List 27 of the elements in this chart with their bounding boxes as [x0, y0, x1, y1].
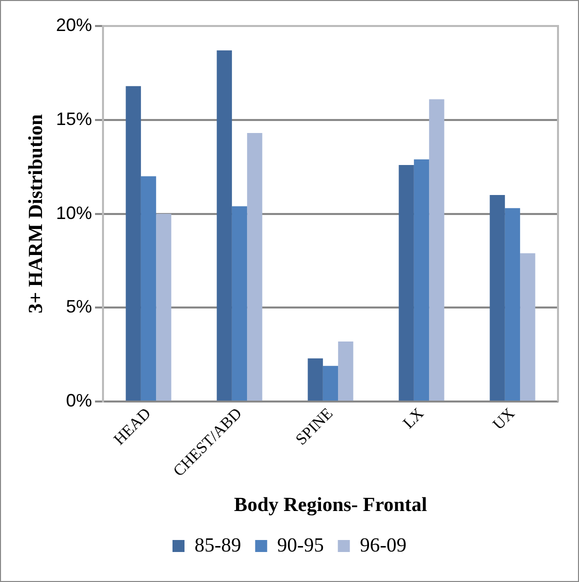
bar — [414, 159, 430, 401]
bar — [429, 99, 444, 401]
bar — [140, 176, 156, 401]
legend-label: 96-09 — [360, 534, 406, 556]
bar — [490, 195, 505, 401]
y-tick-label: 5% — [66, 296, 92, 317]
bar — [504, 208, 520, 401]
y-tick-label: 10% — [56, 202, 92, 223]
y-tick-label: 0% — [66, 390, 92, 411]
y-tick-label: 20% — [56, 14, 92, 35]
x-axis-title: Body Regions- Frontal — [234, 494, 428, 516]
bar — [520, 253, 536, 401]
bar — [126, 86, 141, 401]
legend-label: 90-95 — [277, 534, 324, 556]
bar — [156, 214, 172, 401]
bar — [308, 358, 323, 401]
y-axis-title: 3+ HARM Distribution — [25, 114, 48, 314]
legend-label: 85-89 — [194, 534, 242, 556]
bar — [232, 206, 248, 401]
y-tick-label: 15% — [56, 108, 92, 129]
bar — [216, 50, 232, 401]
x-tick-label: UX — [490, 404, 519, 434]
x-tick-label: LX — [400, 404, 428, 432]
bar — [398, 164, 414, 401]
bar — [338, 341, 354, 401]
bar — [322, 366, 338, 401]
bar — [247, 133, 262, 401]
